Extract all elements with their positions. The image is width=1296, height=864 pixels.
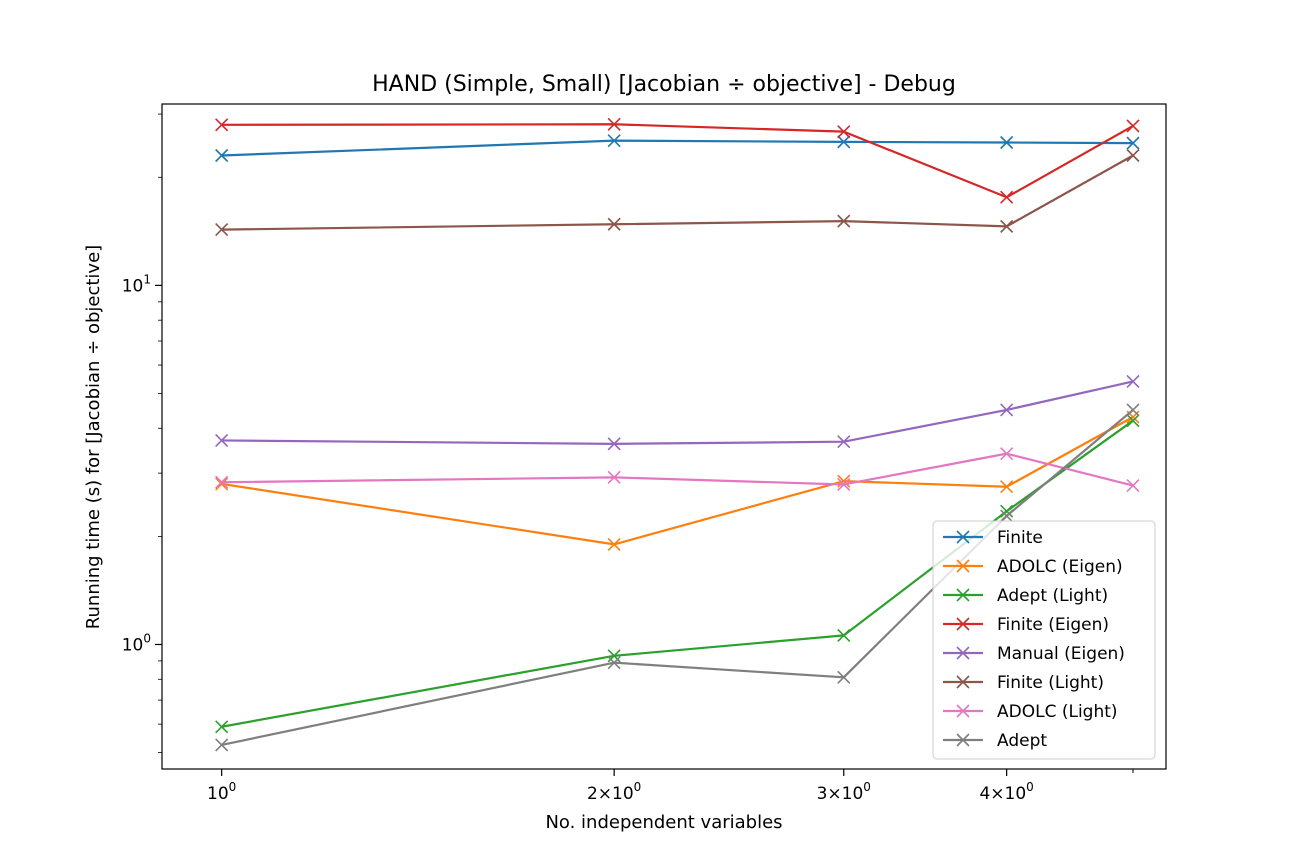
data-point: [607, 134, 621, 148]
series-lines: [215, 117, 1140, 752]
data-point: [607, 537, 621, 551]
legend-entry: Finite (Light): [943, 673, 1104, 693]
data-point: [215, 148, 229, 163]
axes-frame: [161, 103, 1167, 770]
data-point: [1000, 135, 1014, 150]
series-5: [215, 148, 1140, 237]
x-tick-label: 4×100: [979, 780, 1033, 804]
y-axis-label: Running time (s) for [Jacobian ÷ objecti…: [83, 245, 104, 629]
x-tick-label: 3×100: [817, 780, 871, 804]
x-axis-label: No. independent variables: [545, 812, 782, 833]
data-point: [607, 656, 621, 670]
legend-label: ADOLC (Eigen): [997, 557, 1123, 577]
data-point: [1126, 414, 1140, 428]
legend-marker: [956, 704, 970, 718]
legend-marker: [956, 675, 970, 689]
legend-entry: Finite (Eigen): [943, 615, 1109, 635]
legend-entry: Manual (Eigen): [943, 644, 1125, 664]
legend-marker: [956, 559, 970, 573]
data-point: [1000, 190, 1014, 204]
legend-marker: [956, 588, 970, 602]
legend-entry: Finite: [943, 528, 1043, 548]
legend-items: Finite ADOLC (Eigen) Adept (Light) Finite (…: [943, 528, 1125, 751]
chart-title: HAND (Simple, Small) [Jacobian ÷ objecti…: [372, 72, 956, 97]
y-axis-ticks: 100 101: [122, 113, 162, 753]
plot-area: 100 2×100 3×100 4×100 100 101: [122, 103, 1167, 804]
series-3: [215, 117, 1140, 204]
data-point: [1126, 479, 1140, 493]
legend-label: Finite (Eigen): [997, 615, 1109, 635]
data-point: [607, 649, 621, 663]
data-point: [1000, 509, 1014, 523]
data-point: [215, 738, 229, 752]
data-point: [1000, 447, 1014, 461]
data-point: [1000, 480, 1014, 494]
data-point: [215, 477, 229, 491]
data-point: [837, 214, 851, 228]
data-point: [837, 670, 851, 684]
data-point: [837, 135, 851, 149]
legend-label: Manual (Eigen): [997, 644, 1125, 664]
legend-entry: ADOLC (Light): [943, 702, 1118, 722]
y-tick-label: 101: [122, 272, 151, 296]
data-point: [837, 477, 851, 492]
data-point: [215, 720, 229, 734]
legend-label: ADOLC (Light): [997, 702, 1118, 722]
legend-marker: [956, 617, 970, 631]
x-tick-label: 2×100: [587, 780, 641, 804]
data-point: [215, 118, 229, 132]
data-point: [1000, 504, 1014, 518]
data-point: [837, 435, 851, 449]
data-point: [837, 125, 851, 139]
legend-marker: [956, 733, 970, 747]
data-point: [215, 433, 229, 448]
series-4: [215, 374, 1140, 451]
legend-frame: [932, 520, 1156, 760]
data-point: [215, 223, 229, 237]
data-point: [1126, 119, 1140, 133]
data-point: [1126, 403, 1140, 417]
series-6: [215, 447, 1140, 493]
legend-entry: Adept (Light): [943, 586, 1108, 606]
legend-marker: [956, 646, 970, 660]
legend: Finite ADOLC (Eigen) Adept (Light) Finite (…: [932, 520, 1156, 760]
series-7: [215, 403, 1140, 752]
y-tick-label: 100: [122, 631, 151, 655]
legend-label: Adept: [997, 731, 1047, 751]
x-tick-label: 100: [207, 780, 236, 804]
legend-entry: Adept: [943, 731, 1047, 751]
data-point: [1126, 148, 1140, 163]
data-point: [607, 117, 621, 131]
data-point: [837, 628, 851, 642]
data-point: [1126, 136, 1140, 150]
legend-entry: ADOLC (Eigen): [943, 557, 1123, 577]
data-point: [607, 437, 621, 451]
legend-label: Adept (Light): [997, 586, 1108, 606]
data-point: [607, 217, 621, 231]
legend-marker: [956, 530, 970, 544]
series-0: [215, 134, 1140, 163]
legend-label: Finite (Light): [997, 673, 1104, 693]
data-point: [215, 475, 229, 489]
data-point: [607, 470, 621, 484]
legend-label: Finite: [997, 528, 1043, 548]
data-point: [1126, 374, 1140, 389]
x-axis-ticks: 100 2×100 3×100 4×100: [207, 769, 1134, 804]
data-point: [1000, 403, 1014, 417]
data-point: [1000, 219, 1014, 233]
